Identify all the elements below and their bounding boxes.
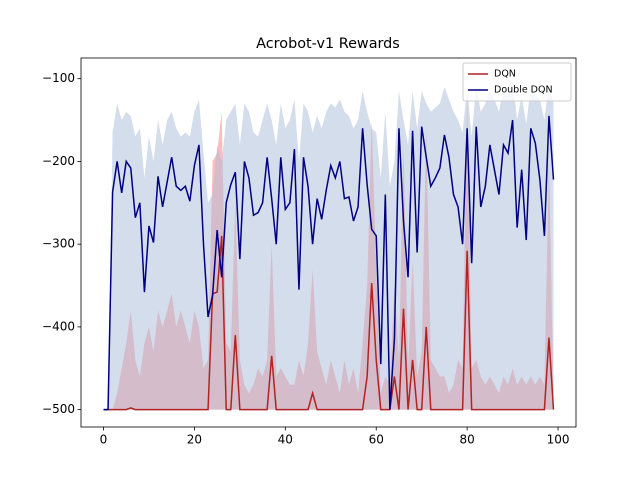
legend-box bbox=[462, 62, 572, 102]
y-tick-label: −400 bbox=[42, 319, 75, 333]
line bbox=[103, 115, 555, 411]
y-tick-label: −200 bbox=[42, 154, 75, 168]
y-tick-label: −300 bbox=[42, 237, 75, 251]
x-tick-label: 60 bbox=[369, 433, 384, 447]
plot-frame bbox=[80, 57, 577, 428]
legend-label: DQN bbox=[494, 69, 516, 80]
x-tick-label: 100 bbox=[547, 433, 570, 447]
legend-label: Double DQN bbox=[494, 85, 553, 96]
x-tick-label: 20 bbox=[187, 433, 202, 447]
y-tick-label: −100 bbox=[42, 71, 75, 85]
y-tick-label: −500 bbox=[42, 402, 75, 416]
x-tick-label: 0 bbox=[100, 433, 108, 447]
chart-title: Acrobot-v1 Rewards bbox=[256, 36, 400, 52]
x-tick-label: 80 bbox=[459, 433, 474, 447]
band bbox=[103, 78, 554, 410]
line bbox=[103, 235, 555, 411]
x-tick-label: 40 bbox=[278, 433, 293, 447]
